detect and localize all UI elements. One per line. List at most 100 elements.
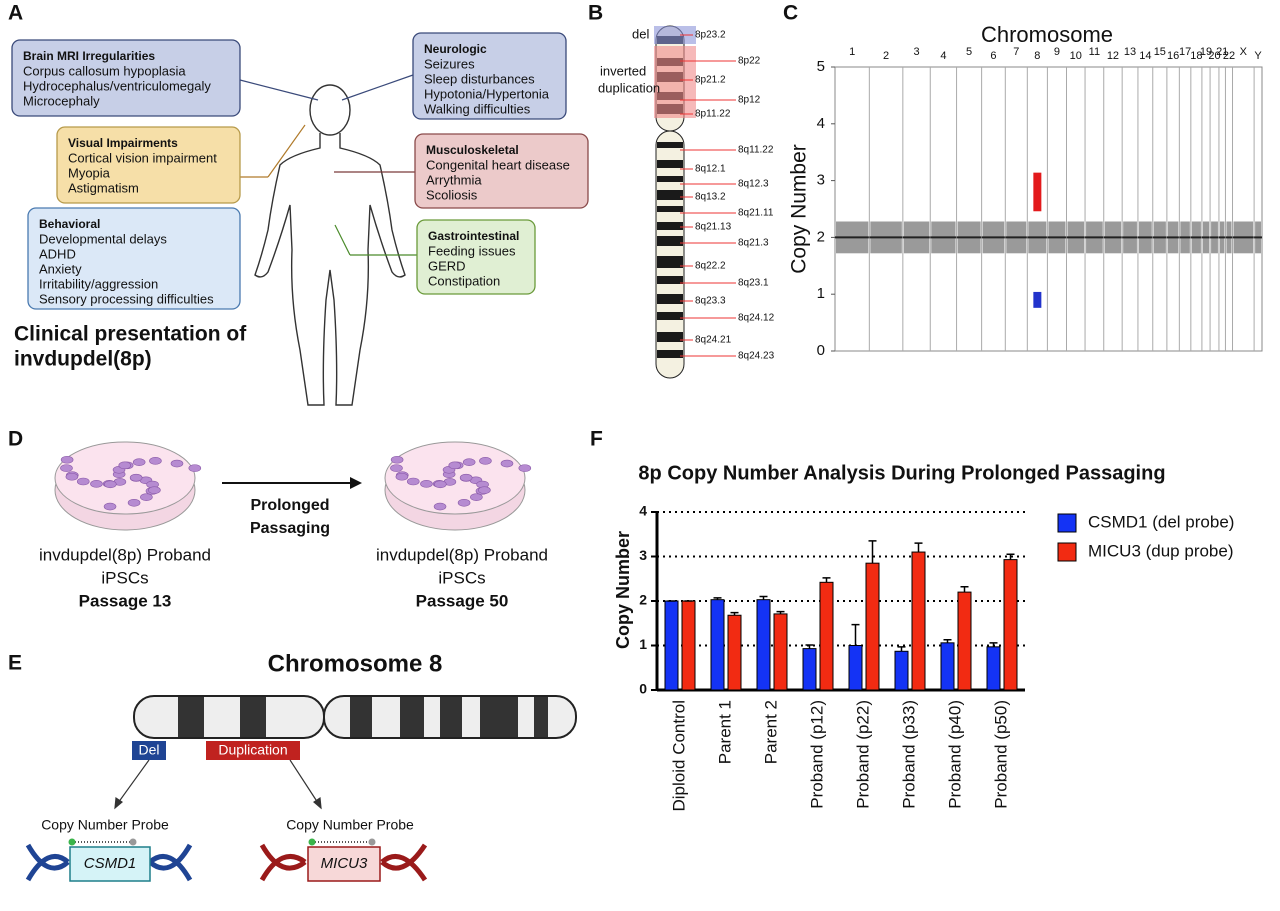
x-tick-label: 2 xyxy=(883,50,889,62)
x-tick-label: Proband (p33) xyxy=(899,700,918,809)
error-bar xyxy=(822,577,831,583)
box-item: Cortical vision impairment xyxy=(68,150,217,165)
band-label: 8q21.3 xyxy=(738,238,769,249)
x-tick-label: 13 xyxy=(1124,46,1136,58)
y-tick-label: 5 xyxy=(817,58,825,75)
x-tick-label: Proband (p50) xyxy=(991,700,1010,809)
legend-label: CSMD1 (del probe) xyxy=(1088,512,1234,531)
box-item: Corpus callosum hypoplasia xyxy=(23,63,186,78)
box-item: Microcephaly xyxy=(23,93,100,108)
cell xyxy=(60,455,74,464)
bar xyxy=(957,591,972,691)
arrows xyxy=(114,759,322,810)
error-bar xyxy=(759,595,768,600)
info-box xyxy=(11,39,241,117)
bar xyxy=(894,650,909,691)
band-label: 8q12.1 xyxy=(695,164,726,175)
box-title: Gastrointestinal xyxy=(428,229,519,243)
title: Chromosome 8 xyxy=(268,650,443,677)
x-tick-label: 17 xyxy=(1179,46,1191,58)
band-label: 8p23.2 xyxy=(695,30,726,41)
cell xyxy=(462,458,476,466)
band-stripe xyxy=(657,142,683,148)
del-region xyxy=(654,26,696,44)
cell xyxy=(390,464,403,472)
bar xyxy=(986,646,1001,691)
y-axis-label: Copy Number xyxy=(788,144,811,274)
x-tick-label: 9 xyxy=(1054,46,1060,58)
y-tick-label: 4 xyxy=(817,115,825,132)
box-item: Constipation xyxy=(428,273,500,288)
cell xyxy=(459,473,473,482)
x-tick-label: Parent 1 xyxy=(715,700,734,764)
cell xyxy=(457,498,471,507)
band-label: 8q24.12 xyxy=(738,313,775,324)
dup-region xyxy=(654,46,696,118)
band-label: 8q21.13 xyxy=(695,222,732,233)
error-bar xyxy=(868,540,877,564)
band-label: 8q24.21 xyxy=(695,335,732,346)
connector-lines xyxy=(239,74,417,256)
arrow-head xyxy=(350,477,362,489)
x-tick-label: Proband (p22) xyxy=(853,700,872,809)
dish-label: invdupdel(8p) Proband xyxy=(39,545,211,564)
cell xyxy=(518,464,532,472)
dup-tag xyxy=(206,741,300,760)
band-label: 8q22.2 xyxy=(695,261,726,272)
error-bar xyxy=(713,597,722,600)
box-item: GERD xyxy=(428,258,466,273)
box-item: Feeding issues xyxy=(428,243,516,258)
error-bar xyxy=(960,586,969,593)
caption: invdupdel(8p) xyxy=(14,348,152,371)
band-label: 8q13.2 xyxy=(695,192,726,203)
bar xyxy=(773,613,788,691)
box-item: Irritability/aggression xyxy=(39,276,158,291)
cell xyxy=(65,472,79,481)
y-tick-label: 1 xyxy=(639,636,647,652)
bar xyxy=(710,599,725,691)
cell xyxy=(148,486,161,494)
cell xyxy=(500,459,514,468)
x-tick-label: Proband (p40) xyxy=(945,700,964,809)
x-tick-label: 11 xyxy=(1089,46,1100,58)
x-tick-label: X xyxy=(1240,46,1248,58)
dish-label: Passage 13 xyxy=(79,591,172,610)
bar xyxy=(848,645,863,691)
error-bar xyxy=(851,623,860,646)
box-title: Brain MRI Irregularities xyxy=(23,49,155,63)
cell xyxy=(478,486,491,494)
cell xyxy=(170,459,184,468)
y-tick-label: 3 xyxy=(817,172,825,189)
dish-label: Passage 50 xyxy=(416,591,509,610)
info-box xyxy=(27,207,241,310)
gene-box xyxy=(69,846,151,882)
band-stripe xyxy=(657,276,683,284)
band-stripe xyxy=(657,222,683,230)
bar xyxy=(727,614,742,691)
box-item: Sleep disturbances xyxy=(424,71,535,86)
band-stripe xyxy=(657,190,683,200)
box-item: ADHD xyxy=(39,246,76,261)
arrow-label: Prolonged xyxy=(250,497,329,514)
band-label: 8q23.3 xyxy=(695,296,726,307)
y-tick-label: 0 xyxy=(817,342,825,359)
box-item: Developmental delays xyxy=(39,231,167,246)
box-item: Arrythmia xyxy=(426,172,482,187)
chart-title: 8p Copy Number Analysis During Prolonged… xyxy=(638,462,1165,484)
error-bar xyxy=(1006,553,1015,560)
cell xyxy=(149,457,162,465)
x-tick-label: 21 xyxy=(1216,46,1228,58)
cell xyxy=(395,472,409,481)
x-tick-label: 18 xyxy=(1190,50,1202,62)
probe-label: Copy Number Probe xyxy=(41,817,169,833)
dup-tag-label: Duplication xyxy=(218,742,287,758)
info-box xyxy=(414,133,589,209)
info-box xyxy=(416,219,536,295)
y-tick-label: 1 xyxy=(817,285,825,302)
band-label: 8q11.22 xyxy=(738,145,774,156)
cell xyxy=(479,457,492,465)
gene-label: MICU3 xyxy=(321,855,368,872)
gene-box xyxy=(307,846,381,882)
human-silhouette xyxy=(254,84,406,406)
box-title: Neurologic xyxy=(424,42,487,56)
